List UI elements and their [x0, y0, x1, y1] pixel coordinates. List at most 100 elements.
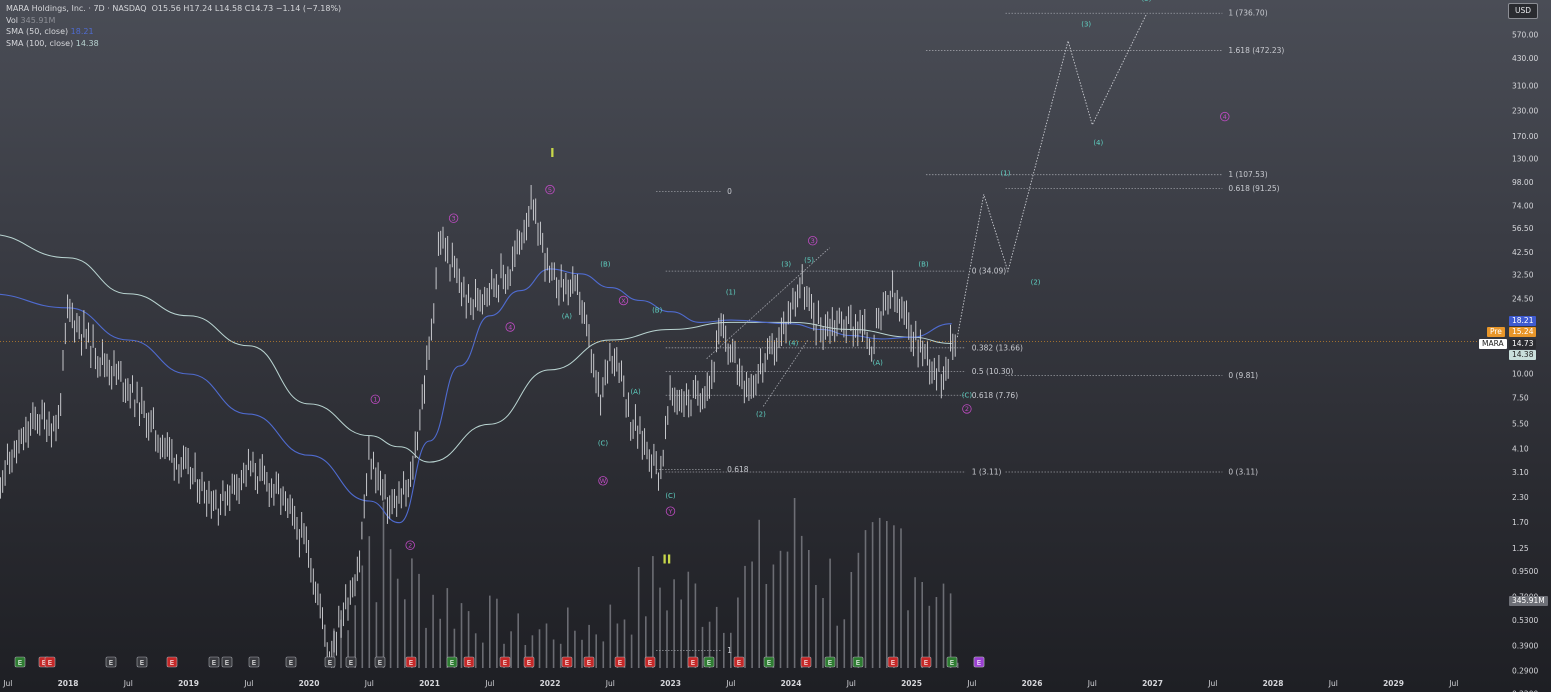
wave-label: (C) [962, 391, 973, 399]
volume-bar [602, 641, 605, 668]
x-tick-label: Jul [484, 679, 494, 688]
earnings-letter: E [140, 659, 144, 667]
x-tick-label: Jul [123, 679, 133, 688]
x-tick-label: 2018 [58, 679, 79, 688]
volume-bar [545, 623, 548, 668]
channel-line [762, 339, 809, 407]
volume-bar [765, 584, 768, 668]
y-tick-label: 56.50 [1512, 224, 1534, 233]
wave-label: (4) [1093, 139, 1103, 147]
earnings-icon [324, 656, 336, 668]
wave-label: (3) [1081, 20, 1091, 28]
volume-bar [886, 521, 888, 668]
currency-button[interactable]: USD [1508, 3, 1538, 19]
volume-bar [808, 550, 810, 668]
wave-label: 5 [548, 186, 552, 194]
volume-bar [935, 597, 938, 668]
volume-bar [460, 603, 463, 668]
wave-circle [598, 476, 608, 486]
x-tick-label: Jul [364, 679, 374, 688]
wave-circle [808, 235, 818, 246]
volume-bar [396, 578, 399, 668]
volume-bar [772, 564, 775, 668]
wave-label: 2 [408, 542, 412, 550]
earnings-letter: E [737, 659, 741, 667]
earnings-letter: E [977, 659, 981, 667]
fib-label: 0.618 (91.25) [1228, 184, 1279, 193]
earnings-icon [248, 656, 260, 668]
wave-circle [448, 213, 459, 223]
sma50-label[interactable]: SMA (50, close) [6, 27, 69, 36]
x-tick-label: 2020 [299, 679, 320, 688]
volume-bar [538, 629, 541, 668]
wave-label: (A) [630, 388, 641, 396]
volume-bar [382, 501, 385, 668]
x-tick-label: 2025 [901, 679, 922, 688]
x-tick-label: 2023 [660, 679, 681, 688]
earnings-icon [105, 656, 117, 668]
earnings-icon [44, 656, 56, 668]
x-tick-label: Jul [846, 679, 856, 688]
earnings-icon [973, 656, 985, 668]
pre-label: Pre [1490, 327, 1502, 336]
volume-bar [786, 551, 789, 668]
volume-bar [559, 643, 562, 668]
earnings-letter: E [349, 659, 353, 667]
earnings-letter: E [109, 659, 113, 667]
volume-bar [751, 561, 753, 668]
sma100-label[interactable]: SMA (100, close) [6, 38, 74, 48]
y-tick-label: 1.25 [1512, 544, 1529, 553]
earnings-letter: E [828, 659, 832, 667]
wave-label: 1 [373, 396, 377, 404]
volume-bar [680, 599, 682, 668]
volume-bar [659, 587, 661, 668]
earnings-icon [763, 656, 775, 668]
x-tick-label: 2021 [419, 679, 440, 688]
volume-bar [552, 639, 555, 668]
y-tick-label: 0.9500 [1512, 567, 1538, 576]
earnings-icon [561, 656, 573, 668]
symbol-title[interactable]: MARA Holdings, Inc. · 7D · NASDAQ [6, 4, 147, 13]
earnings-letter: E [767, 659, 771, 667]
x-tick-label: 2019 [178, 679, 199, 688]
volume-bar [510, 631, 512, 668]
volume-label[interactable]: Vol [6, 15, 18, 25]
earnings-icon [405, 656, 417, 668]
projection-line [956, 13, 1147, 338]
volume-bar [829, 558, 831, 668]
volume-bar [949, 593, 952, 668]
y-tick-label: 2.30 [1512, 493, 1529, 502]
fib-label: 0 (34.09) [972, 267, 1007, 276]
wave-label: (5) [804, 256, 814, 264]
volume-bar [439, 618, 441, 668]
wave-label: (A) [873, 359, 884, 367]
wave-label: (5) [1142, 0, 1152, 3]
volume-bar [524, 645, 527, 668]
volume-bar [567, 607, 569, 668]
wave-label: (A) [562, 312, 573, 320]
earnings-icon [345, 656, 357, 668]
fib-label: 1.618 (472.23) [1228, 46, 1284, 55]
y-tick-label: 0.2900 [1512, 667, 1538, 676]
y-tick-label: 310.00 [1512, 81, 1538, 90]
symbol-tag: MARA [1479, 339, 1507, 349]
earnings-icon [644, 656, 656, 668]
volume-bar [453, 628, 456, 668]
fib-label: 0.382 (13.66) [972, 343, 1023, 352]
volume-bar [822, 598, 824, 668]
y-tick-label: 42.50 [1512, 248, 1534, 257]
volume-bar [800, 535, 803, 668]
volume-bar [368, 536, 371, 668]
earnings-letter: E [289, 659, 293, 667]
earnings-letter: E [212, 659, 216, 667]
earnings-icon [687, 656, 699, 668]
earnings-icon [920, 656, 932, 668]
volume-bar [907, 610, 909, 668]
x-tick-label: Jul [725, 679, 735, 688]
earnings-letter: E [170, 659, 174, 667]
earnings-letter: E [924, 659, 928, 667]
volume-bar [694, 583, 697, 668]
y-tick-label: 5.50 [1512, 420, 1529, 429]
